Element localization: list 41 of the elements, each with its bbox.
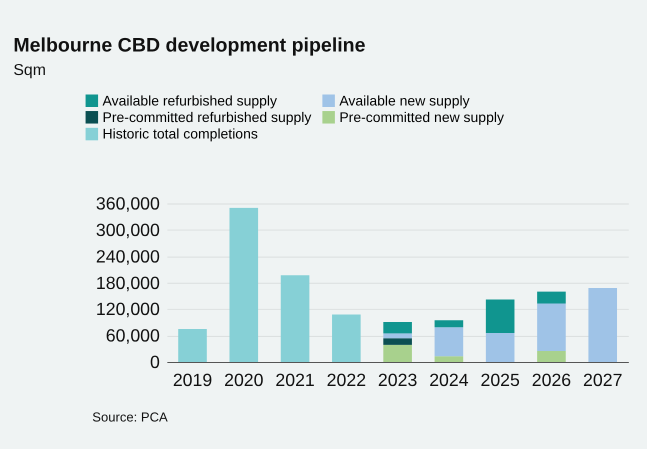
bar bbox=[383, 333, 412, 338]
chart-title: Melbourne CBD development pipeline bbox=[13, 34, 366, 57]
bar bbox=[434, 327, 464, 356]
bar bbox=[383, 322, 412, 334]
legend-label: Available refurbished supply bbox=[102, 92, 278, 108]
bar bbox=[537, 303, 566, 352]
y-tick-label: 300,000 bbox=[96, 220, 160, 240]
y-tick-label: 60,000 bbox=[106, 326, 160, 346]
x-tick-label: 2027 bbox=[583, 370, 622, 390]
bar bbox=[537, 351, 566, 362]
x-tick-label: 2020 bbox=[224, 370, 264, 390]
bar bbox=[486, 299, 514, 333]
y-tick-label: 240,000 bbox=[96, 246, 160, 266]
bar bbox=[434, 356, 464, 362]
x-tick-label: 2022 bbox=[326, 370, 366, 390]
bar bbox=[537, 292, 566, 304]
bar bbox=[383, 344, 412, 362]
x-tick-label: 2025 bbox=[480, 370, 520, 390]
legend-label: Pre-committed new supply bbox=[339, 108, 504, 125]
x-tick-label: 2026 bbox=[532, 370, 572, 390]
legend-label: Pre-committed refurbished supply bbox=[102, 108, 312, 125]
bar bbox=[178, 328, 207, 362]
y-tick-label: 0 bbox=[150, 352, 160, 372]
y-tick-label: 180,000 bbox=[96, 272, 160, 293]
legend-label: Historic total completions bbox=[102, 126, 258, 142]
bar bbox=[229, 208, 258, 362]
legend-label: Available new supply bbox=[339, 92, 470, 108]
x-tick-label: 2024 bbox=[429, 370, 469, 390]
bar bbox=[383, 338, 412, 345]
x-tick-label: 2019 bbox=[172, 370, 212, 390]
bar bbox=[486, 332, 514, 362]
bar bbox=[434, 320, 464, 328]
bar bbox=[280, 275, 310, 362]
bar bbox=[588, 288, 618, 362]
bar bbox=[332, 314, 361, 362]
source-note: Source: PCA bbox=[92, 410, 168, 425]
x-tick-label: 2023 bbox=[378, 370, 418, 390]
x-tick-label: 2021 bbox=[275, 370, 315, 390]
y-tick-label: 120,000 bbox=[96, 299, 160, 320]
y-tick-label: 360,000 bbox=[96, 194, 160, 214]
text: Sqm bbox=[13, 62, 46, 79]
